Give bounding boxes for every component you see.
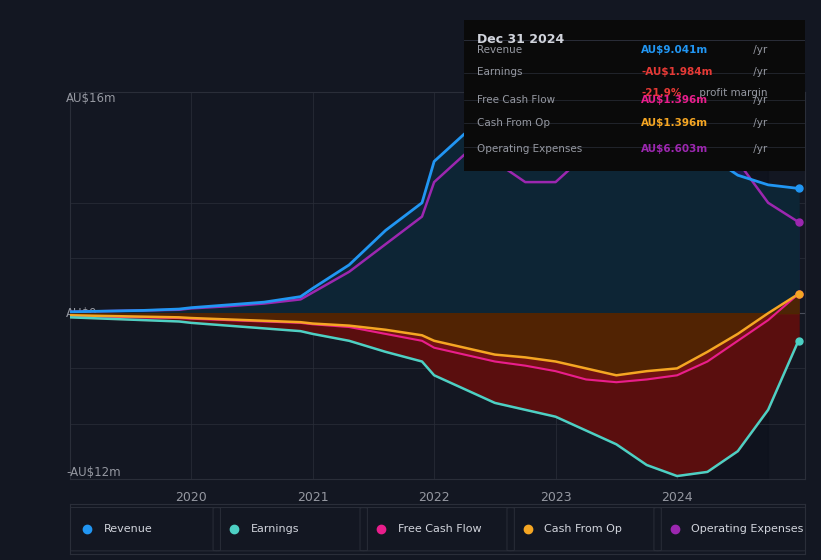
Text: Free Cash Flow: Free Cash Flow	[478, 95, 556, 105]
Text: Earnings: Earnings	[250, 524, 299, 534]
Text: -AU$1.984m: -AU$1.984m	[641, 67, 713, 77]
Text: profit margin: profit margin	[695, 87, 767, 97]
Text: AU$6.603m: AU$6.603m	[641, 143, 709, 153]
Text: AU$0: AU$0	[67, 307, 98, 320]
Text: AU$9.041m: AU$9.041m	[641, 45, 709, 55]
Bar	[677, 92, 768, 479]
Text: -21.9%: -21.9%	[641, 87, 681, 97]
Text: Cash From Op: Cash From Op	[544, 524, 622, 534]
Text: /yr: /yr	[750, 143, 768, 153]
Text: Revenue: Revenue	[103, 524, 153, 534]
Text: /yr: /yr	[750, 45, 768, 55]
Text: -AU$12m: -AU$12m	[67, 466, 121, 479]
Text: AU$16m: AU$16m	[67, 92, 117, 105]
Text: Revenue: Revenue	[478, 45, 523, 55]
Text: /yr: /yr	[750, 67, 768, 77]
Text: AU$1.396m: AU$1.396m	[641, 118, 709, 128]
Text: Free Cash Flow: Free Cash Flow	[397, 524, 481, 534]
Text: /yr: /yr	[750, 95, 768, 105]
Text: Dec 31 2024: Dec 31 2024	[478, 33, 565, 46]
Text: AU$1.396m: AU$1.396m	[641, 95, 709, 105]
Text: Earnings: Earnings	[478, 67, 523, 77]
Text: /yr: /yr	[750, 118, 768, 128]
Text: Cash From Op: Cash From Op	[478, 118, 551, 128]
Text: Operating Expenses: Operating Expenses	[691, 524, 804, 534]
Text: Operating Expenses: Operating Expenses	[478, 143, 583, 153]
